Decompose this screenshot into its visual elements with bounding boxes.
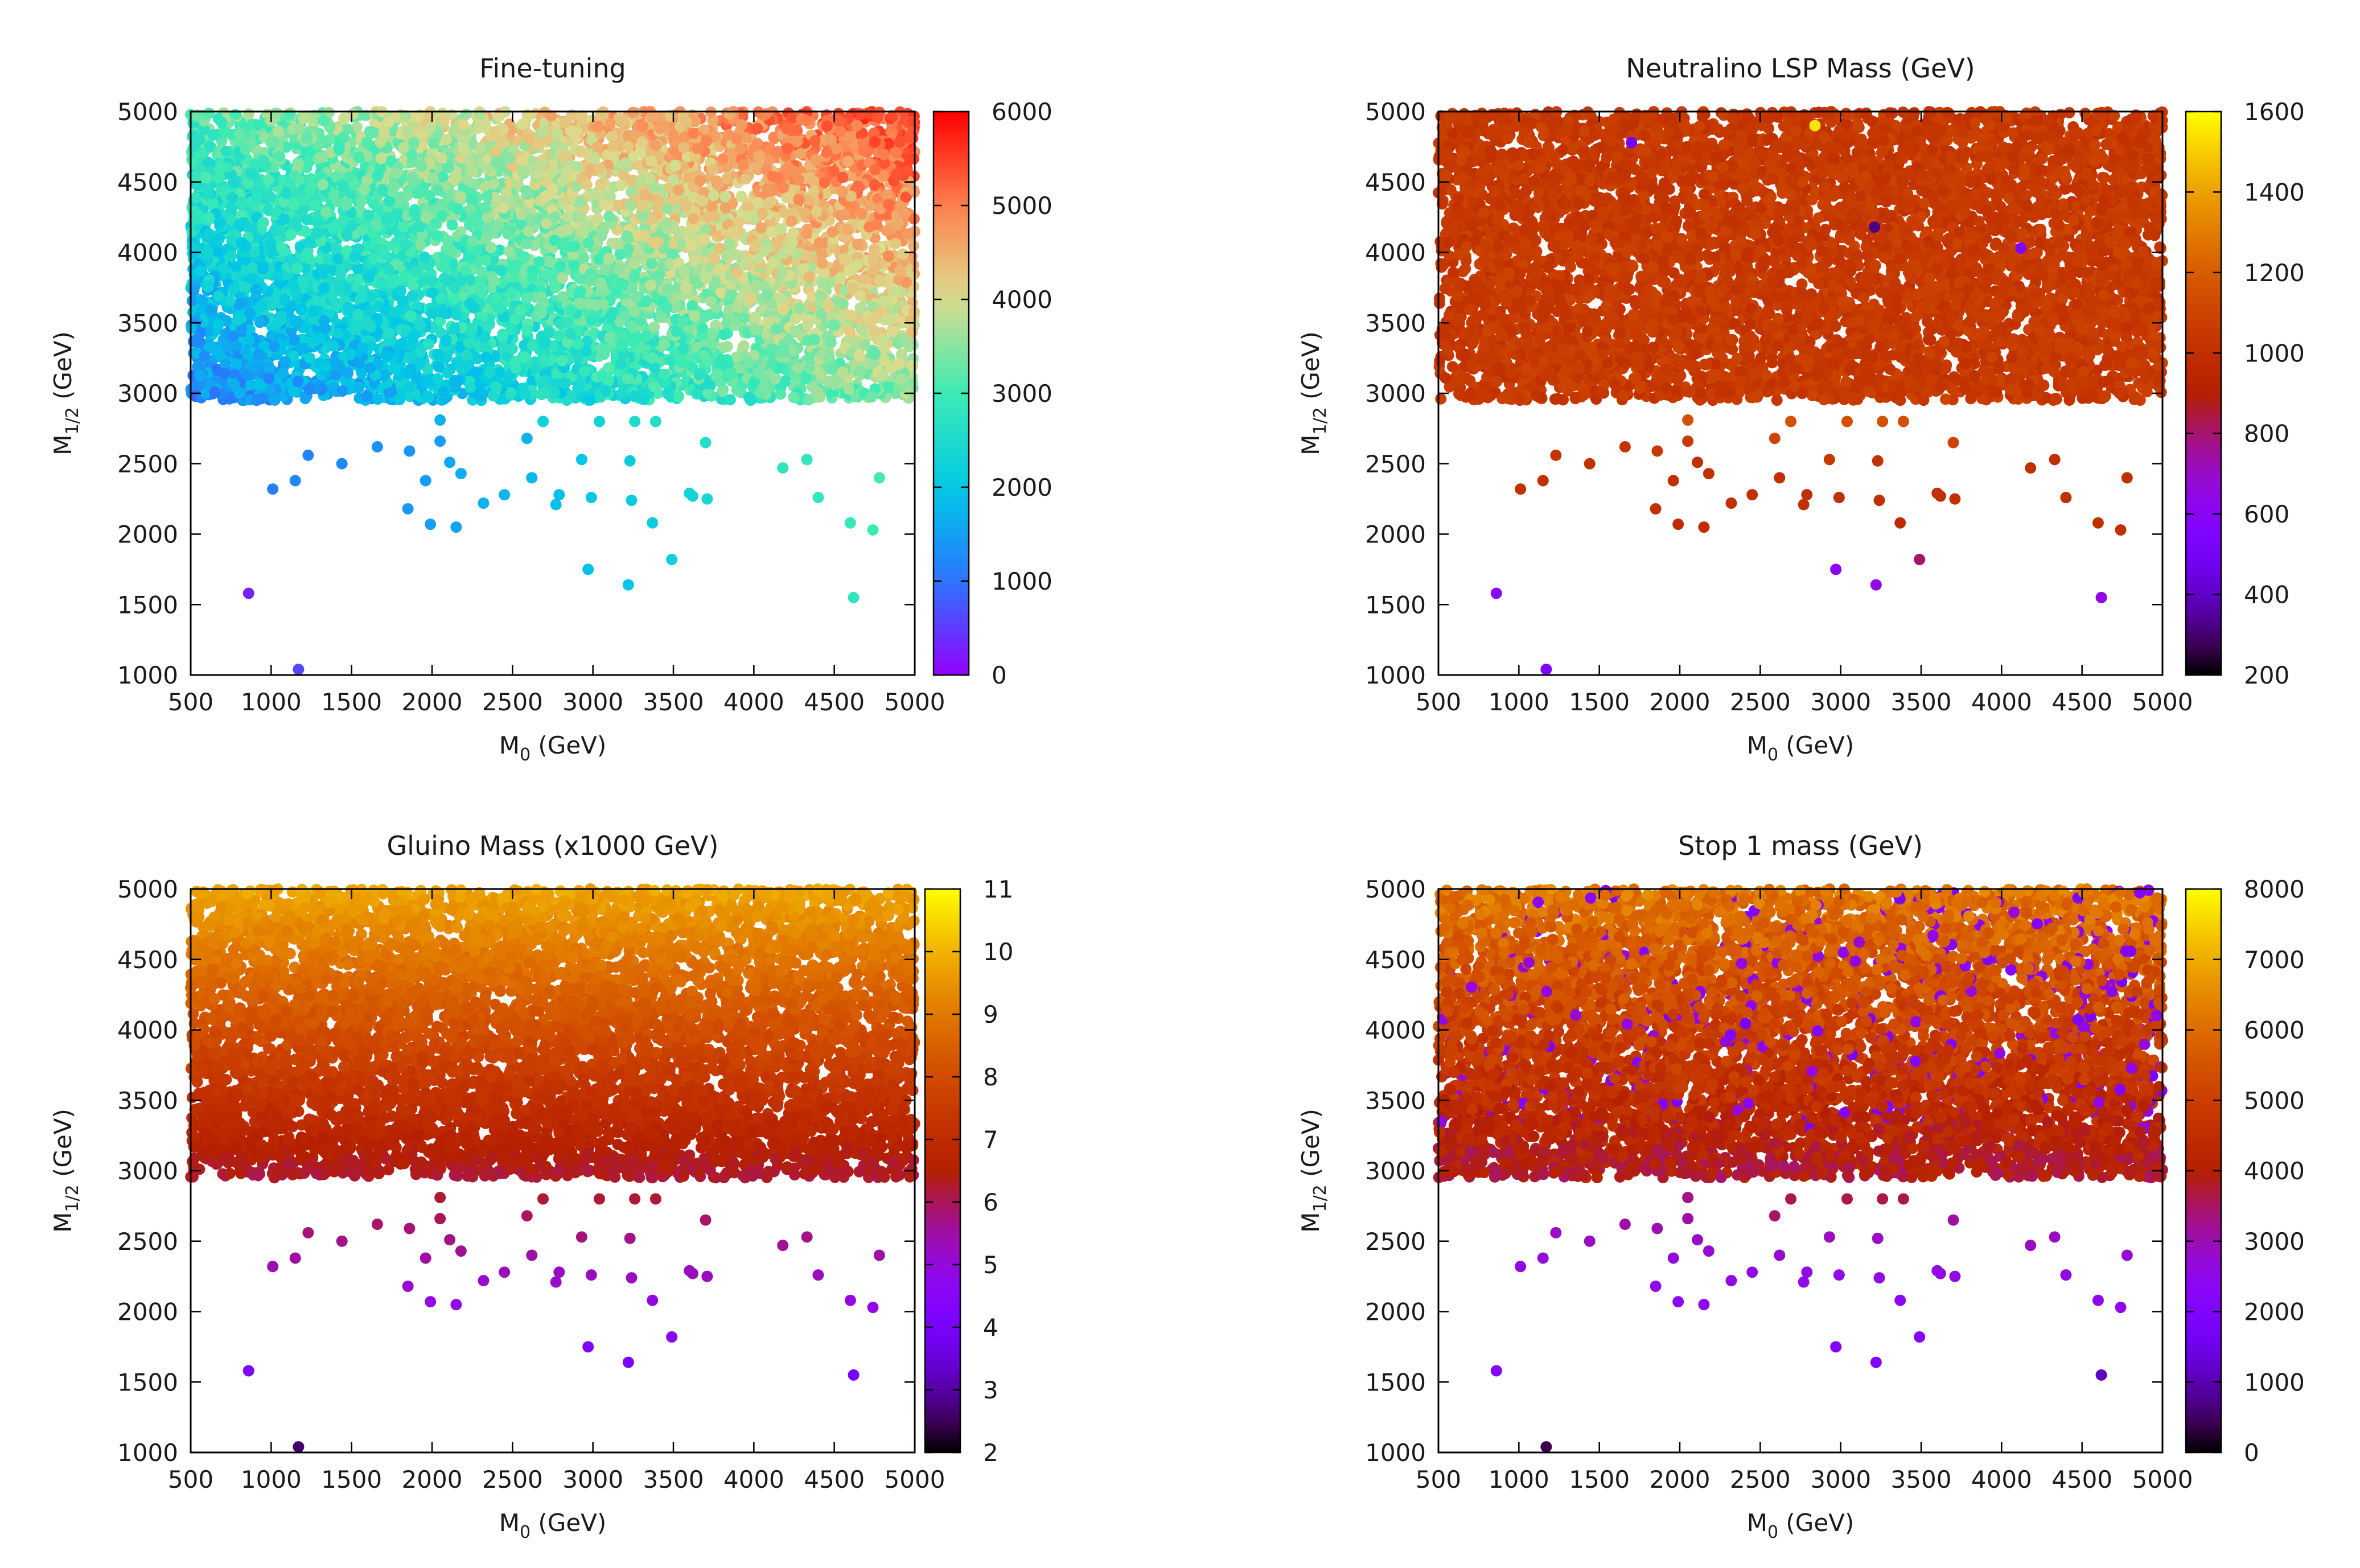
scatter-point (706, 327, 718, 339)
scatter-point (887, 326, 899, 338)
scatter-point (859, 339, 871, 351)
scatter-point (427, 137, 439, 149)
scatter-point (725, 394, 736, 406)
scatter-point (272, 125, 284, 137)
scatter-point (801, 250, 813, 262)
scatter-point (186, 295, 198, 307)
scatter-point (389, 363, 401, 374)
scatter-point (451, 309, 463, 321)
scatter-point (754, 387, 766, 399)
scatter-point (448, 293, 460, 304)
scatter-point (414, 239, 426, 251)
scatter-point (410, 110, 422, 122)
scatter-point (738, 340, 750, 352)
scatter-point (775, 388, 787, 400)
scatter-point (509, 314, 521, 326)
scatter-point (814, 391, 826, 403)
scatter-point (907, 240, 919, 252)
scatter-point (838, 253, 850, 265)
scatter-point (480, 232, 492, 244)
scatter-point (839, 208, 851, 220)
scatter-point (843, 384, 855, 396)
scatter-point (503, 245, 515, 257)
scatter-point (816, 276, 828, 288)
scatter-point (791, 125, 803, 137)
points-group (185, 106, 920, 675)
scatter-point (470, 366, 482, 378)
scatter-point (186, 241, 198, 253)
scatter-point (628, 271, 640, 283)
scatter-point (199, 350, 211, 362)
scatter-point (721, 173, 733, 184)
scatter-point (438, 260, 450, 272)
scatter-point (446, 245, 458, 257)
scatter-point (492, 219, 504, 231)
scatter-point (849, 336, 861, 348)
scatter-point (786, 112, 797, 124)
scatter-point (252, 361, 264, 373)
scatter-point (242, 108, 254, 120)
scatter-point (426, 307, 438, 319)
scatter-point (606, 130, 618, 142)
scatter-point (502, 228, 514, 240)
scatter-point (801, 319, 813, 331)
scatter-point (401, 368, 412, 379)
scatter-point (245, 379, 257, 391)
scatter-point (396, 338, 408, 349)
scatter-point (532, 139, 544, 151)
scatter-point (626, 186, 638, 197)
scatter-point (422, 338, 434, 350)
scatter-point (575, 196, 587, 208)
scatter-point (706, 164, 718, 176)
scatter-point (368, 126, 380, 138)
scatter-point (316, 151, 328, 163)
scatter-point (595, 343, 607, 355)
scatter-point (505, 386, 517, 398)
scatter-point (622, 232, 634, 243)
scatter-point (686, 300, 698, 312)
scatter-point (780, 123, 792, 135)
scatter-point (426, 275, 438, 287)
scatter-point (856, 324, 867, 336)
scatter-point (435, 199, 447, 210)
chart-panel-1: 500 1000 1500 2000 2500 3000 3500 4000 4500 50001… (49, 53, 1052, 765)
scatter-point (668, 131, 680, 143)
scatter-point (494, 302, 505, 314)
scatter-point (908, 153, 920, 164)
scatter-point (607, 140, 619, 152)
scatter-point (452, 203, 464, 215)
scatter-point (750, 324, 761, 336)
scatter-point (612, 263, 624, 275)
scatter-point (819, 176, 830, 188)
scatter-point (491, 293, 503, 304)
